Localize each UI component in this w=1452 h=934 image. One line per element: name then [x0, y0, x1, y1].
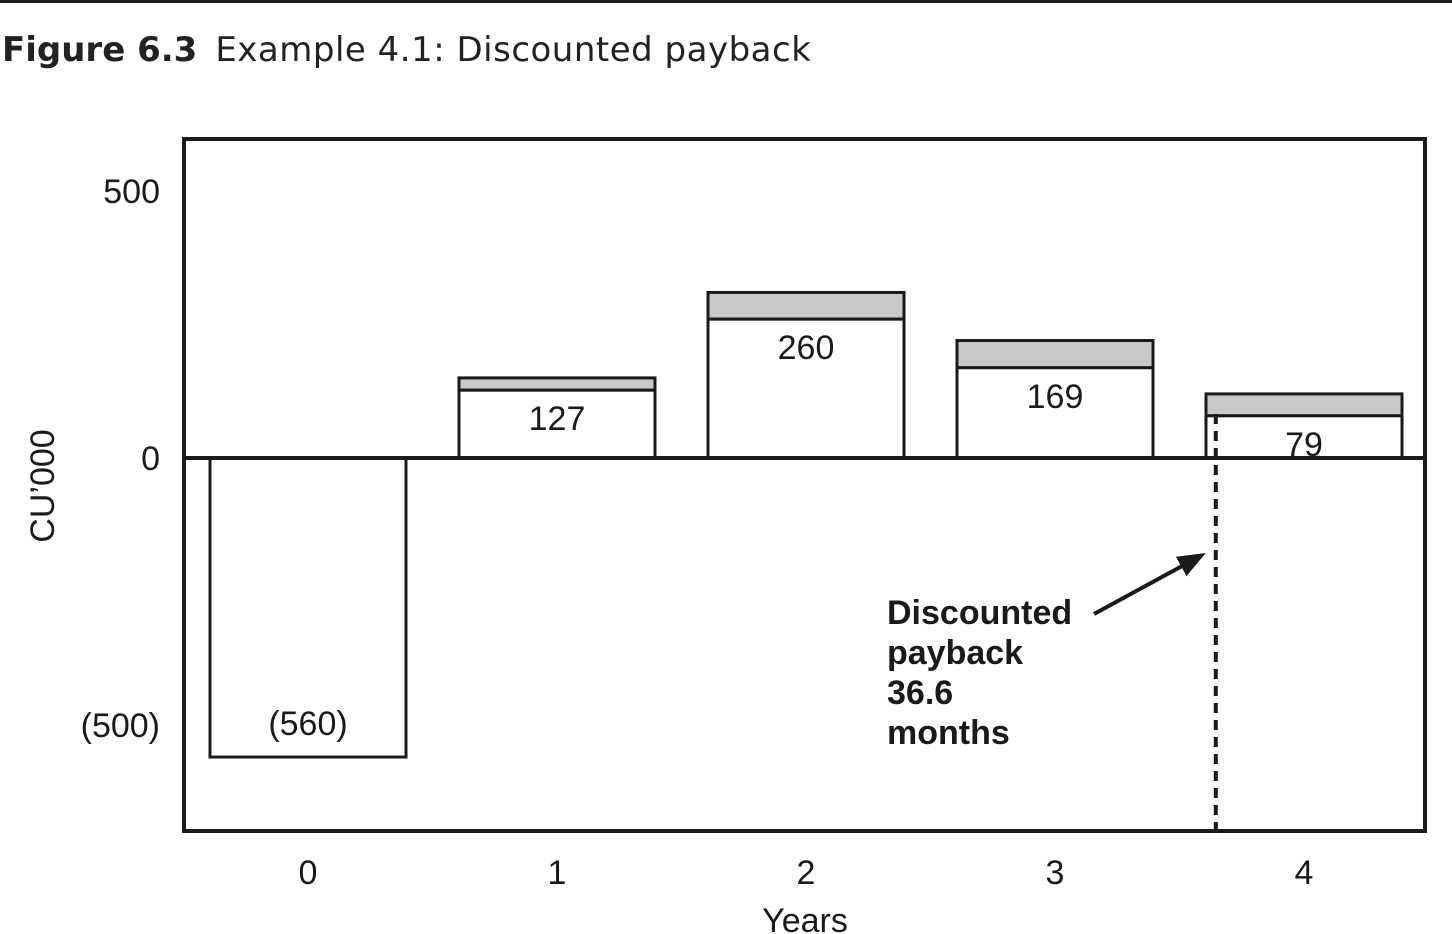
discounted-cash-flow-bar [457, 388, 657, 460]
discounted-cash-flow-bar [955, 366, 1155, 460]
y-tick-label: 500 [103, 173, 160, 211]
payback-annotation-line: Discounted [887, 594, 1072, 632]
y-tick-label: 0 [141, 440, 160, 478]
payback-annotation-line: payback [887, 634, 1023, 672]
text-layer: (560) 0 127 1 260 2 169 3 79 4 500 0 (500) Years CU’00… [24, 173, 1323, 934]
y-tick-label: (500) [81, 707, 160, 745]
x-tick-label: 2 [797, 854, 816, 892]
figure-label: Figure 6.3 [2, 30, 198, 70]
top-rule [0, 0, 1452, 3]
payback-layer [1093, 414, 1218, 831]
x-tick-label: 0 [299, 854, 318, 892]
x-tick-label: 1 [548, 854, 567, 892]
discounted-cash-flow-bar [1204, 414, 1404, 460]
x-tick-label: 3 [1046, 854, 1065, 892]
annotation-arrow-shaft [1093, 562, 1187, 616]
y-axis-label: CU’000 [24, 429, 62, 542]
discount-difference-bar [706, 290, 906, 321]
plot-frame [182, 137, 1427, 833]
figure-title: Figure 6.3 Example 4.1: Discounted paybac… [2, 30, 811, 70]
discount-difference-bar [1204, 392, 1404, 418]
bar-value-label: 127 [529, 400, 586, 438]
payback-annotation-line: months [887, 714, 1010, 752]
payback-annotation-line: 36.6 [887, 674, 953, 712]
figure-caption: Example 4.1: Discounted payback [215, 30, 812, 70]
discount-difference-bar [955, 339, 1155, 370]
annotation-arrow-head [1175, 553, 1206, 577]
x-axis-label: Years [762, 902, 848, 934]
x-tick-label: 4 [1295, 854, 1314, 892]
discounted-cash-flow-bar [706, 317, 906, 460]
bar-value-label: 260 [778, 329, 835, 367]
bar-value-label: 169 [1027, 378, 1084, 416]
bars-layer [208, 290, 1404, 759]
bar-value-label: 79 [1285, 426, 1323, 464]
bar-value-label: (560) [268, 705, 347, 743]
discount-difference-bar [457, 376, 657, 392]
